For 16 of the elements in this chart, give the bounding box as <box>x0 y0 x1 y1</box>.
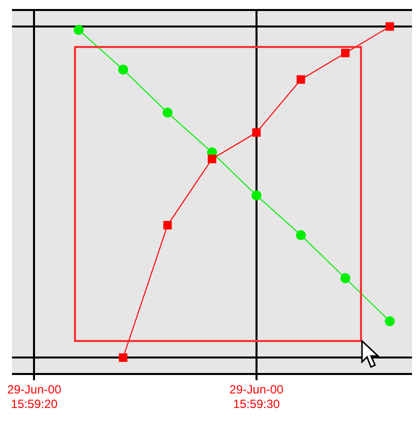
point <box>341 48 350 58</box>
x-tick-label: 29-Jun-00 15:59:20 <box>7 382 62 412</box>
x-tick-label: 29-Jun-00 15:59:30 <box>229 382 284 412</box>
point <box>386 22 394 31</box>
point <box>208 154 216 164</box>
point <box>296 75 306 84</box>
point <box>118 64 128 75</box>
point <box>162 108 173 118</box>
point <box>340 273 350 284</box>
point <box>384 316 395 326</box>
point <box>251 190 262 200</box>
point <box>296 230 306 240</box>
point <box>118 353 128 362</box>
point <box>252 128 261 137</box>
point <box>74 24 84 35</box>
point <box>163 220 172 230</box>
